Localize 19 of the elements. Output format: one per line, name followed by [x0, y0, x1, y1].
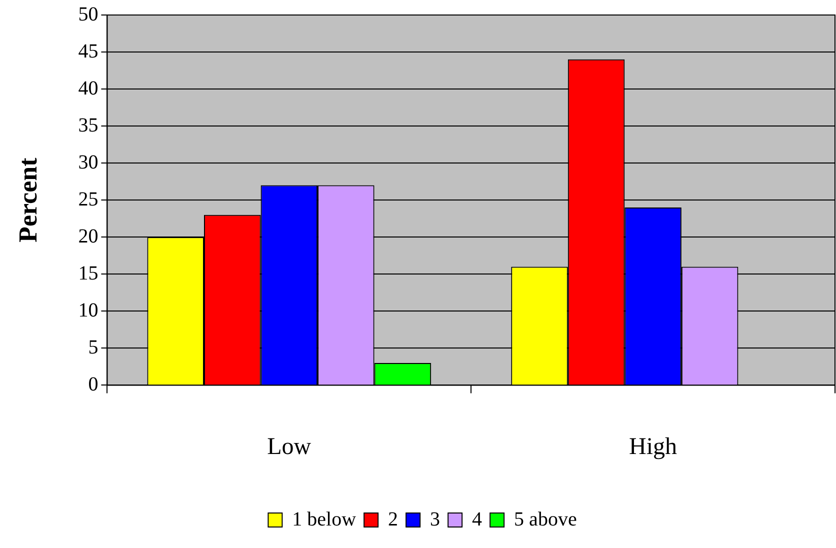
y-tick-label: 50: [78, 3, 98, 26]
y-tick-label: 15: [78, 262, 98, 284]
y-axis-title: Percent: [13, 157, 42, 242]
y-tick-label: 40: [78, 77, 98, 100]
y-tick-label: 0: [88, 373, 98, 396]
legend-label: 2: [388, 508, 398, 530]
legend-label: 5 above: [514, 508, 577, 530]
y-tick-label: 5: [88, 336, 98, 358]
y-tick-label: 25: [78, 188, 98, 210]
legend-label: 3: [430, 508, 440, 530]
y-tick-label: 10: [78, 299, 98, 322]
y-tick-label: 45: [78, 40, 98, 62]
x-tick-label: High: [629, 434, 678, 460]
x-tick-label: Low: [267, 434, 312, 460]
legend-label: 4: [472, 508, 482, 530]
y-tick-label: 35: [78, 114, 98, 136]
legend-label: 1 below: [292, 508, 357, 530]
y-tick-label: 20: [78, 225, 98, 248]
y-tick-label: 30: [78, 151, 98, 174]
